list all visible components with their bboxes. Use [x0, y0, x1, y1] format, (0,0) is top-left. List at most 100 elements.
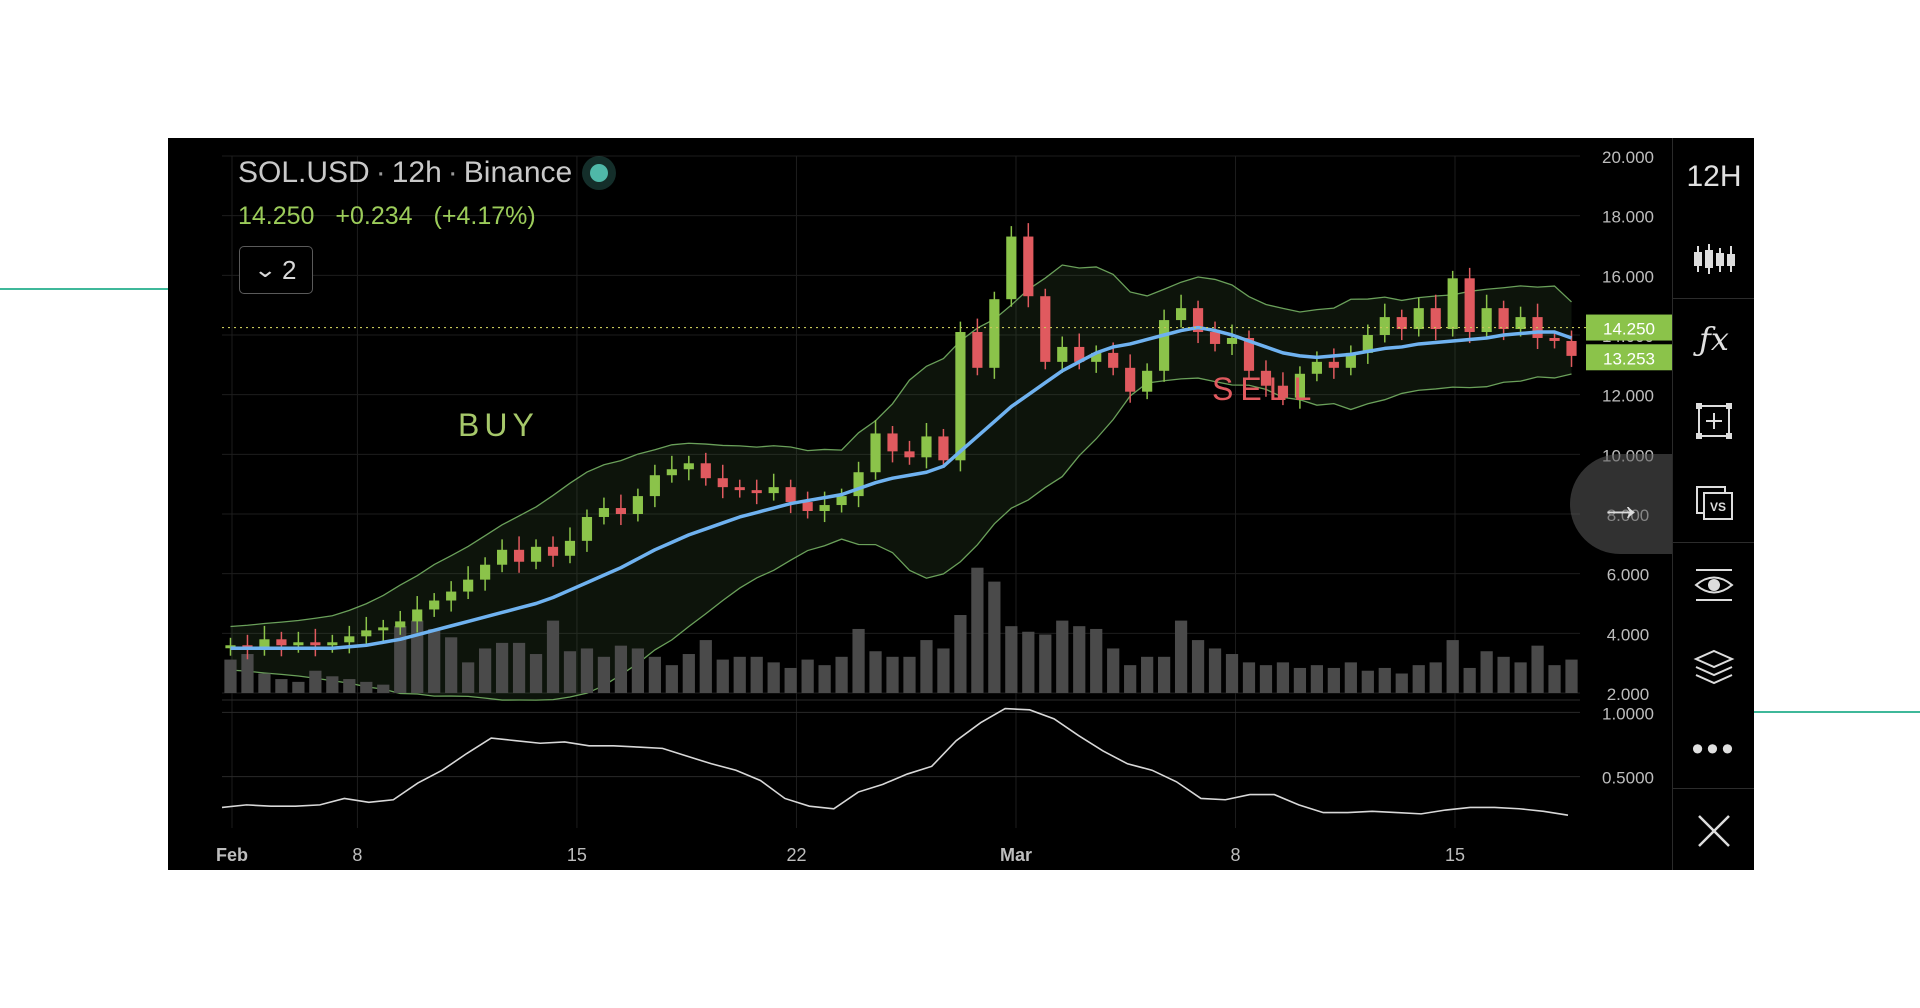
oscillator-line: [221, 707, 1569, 816]
candle-body: [989, 299, 1000, 368]
volume-bar: [903, 656, 916, 693]
interval-label[interactable]: 12h: [391, 156, 442, 189]
candle-body: [1074, 346, 1085, 362]
bollinger-lower-line: [230, 373, 1572, 701]
separator-dot: ·: [447, 156, 458, 189]
volume-bar: [1463, 667, 1476, 693]
x-axis-label: 15: [1445, 845, 1465, 865]
candle-body: [513, 549, 525, 562]
candle-body: [632, 496, 643, 514]
candle-body: [1023, 236, 1034, 297]
interval-button-label: 12H: [1686, 160, 1742, 193]
candle-body: [1192, 308, 1204, 333]
volume-bar: [614, 645, 628, 693]
volume-bar: [1548, 665, 1561, 693]
compare-button[interactable]: VS: [1673, 468, 1754, 538]
volume-bar: [1158, 656, 1171, 693]
volume-bar: [1208, 648, 1222, 693]
market-status-icon: [590, 164, 609, 182]
osc-axis-label: 1.0000: [1602, 704, 1654, 723]
volume-bar: [767, 662, 780, 693]
x-axis-label: Mar: [1000, 845, 1032, 865]
indicator-count: 2: [281, 254, 297, 285]
y-axis-label: 6.000: [1607, 566, 1650, 585]
volume-bar: [479, 648, 492, 693]
volume-bar: [512, 642, 526, 693]
buy-annotation: BUY: [458, 407, 539, 443]
volume-bar: [1412, 665, 1425, 693]
layers-icon: [1693, 649, 1735, 685]
symbol-label[interactable]: SOL.USD: [238, 156, 370, 189]
price-tag: [1586, 344, 1672, 371]
candle-body: [1142, 370, 1153, 392]
volume-bar: [1565, 659, 1578, 693]
volume-bar: [546, 620, 560, 693]
candle-body: [395, 621, 406, 628]
volume-bar: [343, 679, 356, 693]
candle-body: [683, 463, 694, 470]
candle-body: [1549, 337, 1560, 341]
chart-type-button[interactable]: [1673, 224, 1754, 294]
y-axis-label: 12.000: [1602, 387, 1654, 406]
y-axis-label: 16.000: [1602, 267, 1654, 286]
indicator-collapse-button[interactable]: ⌄ 2: [239, 246, 313, 294]
volume-bar: [1124, 665, 1137, 693]
candle-body: [310, 642, 321, 646]
volume-bar: [1039, 634, 1052, 693]
volume-bar: [1225, 654, 1239, 693]
volume-bar: [377, 684, 390, 693]
volume-bar: [1107, 648, 1120, 693]
candle-body: [1294, 373, 1306, 398]
svg-text:VS: VS: [1710, 500, 1726, 514]
scroll-to-latest-button[interactable]: →: [1570, 454, 1672, 554]
volume-bar: [852, 628, 865, 693]
moving-average-line: [230, 325, 1573, 650]
drawing-tool-button[interactable]: [1673, 386, 1754, 456]
volume-bar: [1429, 662, 1442, 693]
candle-body: [463, 579, 474, 592]
volume-bar: [716, 659, 729, 693]
candle-body: [547, 546, 559, 556]
candle-body: [717, 478, 728, 488]
visibility-button[interactable]: [1673, 550, 1754, 620]
candle-body: [378, 627, 389, 631]
indicators-button[interactable]: ƒx: [1673, 304, 1754, 374]
more-button[interactable]: •••: [1673, 714, 1754, 784]
volume-bar: [360, 681, 373, 693]
volume-bar: [1090, 628, 1103, 693]
candle-body: [412, 609, 423, 622]
interval-button[interactable]: 12H: [1673, 142, 1754, 212]
candle-body: [480, 564, 491, 580]
volume-bar: [784, 667, 797, 693]
x-axis-label: 22: [786, 845, 806, 865]
volume-bar: [1395, 673, 1408, 693]
volume-bar: [1531, 645, 1544, 693]
volume-bar: [1293, 667, 1307, 693]
candle-body: [1413, 308, 1424, 330]
volume-bar: [920, 640, 933, 693]
volume-bar: [428, 628, 441, 693]
chart-window[interactable]: BUYSELL20.00018.00016.00014.00012.00010.…: [168, 138, 1754, 870]
candle-body: [615, 508, 627, 514]
volume-bar: [563, 651, 577, 693]
volume-bar: [275, 679, 288, 693]
osc-axis-label: 0.5000: [1602, 769, 1654, 788]
volume-bar: [462, 662, 475, 693]
volume-bar: [394, 626, 407, 693]
volume-bar: [1056, 620, 1069, 693]
more-icon: •••: [1691, 729, 1737, 768]
candle-body: [751, 490, 762, 494]
candle-body: [446, 591, 457, 601]
candle-body: [938, 436, 949, 461]
candle-body: [1362, 335, 1373, 353]
close-button[interactable]: [1673, 796, 1754, 866]
candle-body: [1209, 332, 1221, 344]
volume-bar: [1497, 656, 1510, 693]
candle-body: [1464, 278, 1475, 333]
price-chart[interactable]: BUYSELL20.00018.00016.00014.00012.00010.…: [168, 138, 1672, 870]
volume-bar: [750, 656, 763, 693]
x-axis-label: 15: [567, 845, 587, 865]
candle-body: [1498, 308, 1509, 330]
layers-button[interactable]: [1673, 632, 1754, 702]
volume-bar: [971, 567, 984, 693]
